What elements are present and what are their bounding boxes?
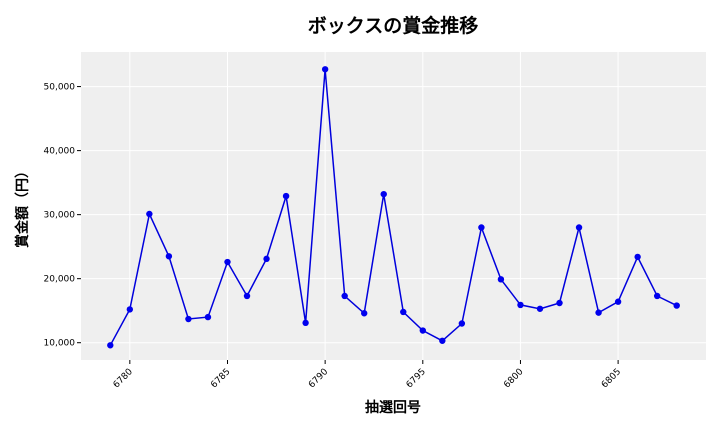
data-point: [204, 313, 212, 321]
data-point: [185, 315, 192, 323]
data-point: [575, 224, 583, 231]
x-axis: 6780 6785 6790 6795 6800 6805: [112, 360, 623, 390]
chart-title: ボックスの賞金推移: [308, 14, 478, 37]
x-tick-label: 6795: [405, 367, 428, 390]
data-point: [439, 337, 446, 344]
data-point: [595, 309, 602, 316]
x-tick-label: 6780: [112, 367, 135, 390]
x-tick-label: 6805: [600, 367, 623, 390]
data-point: [126, 306, 134, 313]
y-tick-label: 10,000: [44, 339, 76, 349]
data-point: [302, 319, 309, 327]
data-point: [321, 66, 329, 73]
data-point: [419, 327, 426, 334]
data-point: [653, 292, 661, 300]
x-axis-title: 抽選回号: [365, 399, 421, 416]
data-point: [673, 302, 680, 309]
data-point: [146, 210, 153, 218]
data-point: [107, 342, 114, 349]
plot-area: [81, 52, 706, 360]
data-point: [634, 253, 641, 261]
y-tick-label: 30,000: [44, 211, 76, 221]
data-point: [614, 298, 622, 305]
y-axis: 10,000 20,000 30,000 40,000 50,000: [44, 83, 81, 349]
data-markers: [107, 66, 680, 349]
data-point: [497, 276, 505, 283]
data-point: [263, 255, 270, 263]
data-point: [243, 292, 251, 300]
data-point: [478, 224, 485, 231]
data-point: [517, 301, 524, 309]
series-line: [109, 69, 678, 346]
y-tick-label: 50,000: [44, 83, 76, 93]
data-point: [536, 305, 544, 312]
data-point: [282, 192, 290, 200]
data-point: [341, 292, 348, 300]
data-point: [400, 308, 407, 316]
x-tick-label: 6800: [502, 367, 525, 390]
y-tick-label: 40,000: [44, 147, 76, 157]
data-point: [380, 190, 387, 198]
y-tick-label: 20,000: [44, 275, 76, 285]
data-point: [361, 310, 368, 317]
data-point: [165, 253, 173, 260]
grid: [81, 52, 706, 360]
data-point: [458, 320, 466, 327]
y-axis-title: 賞金額（円）: [14, 164, 31, 248]
data-point: [224, 258, 231, 266]
x-tick-label: 6790: [307, 367, 330, 390]
data-point: [556, 299, 563, 307]
x-tick-label: 6785: [209, 367, 232, 390]
